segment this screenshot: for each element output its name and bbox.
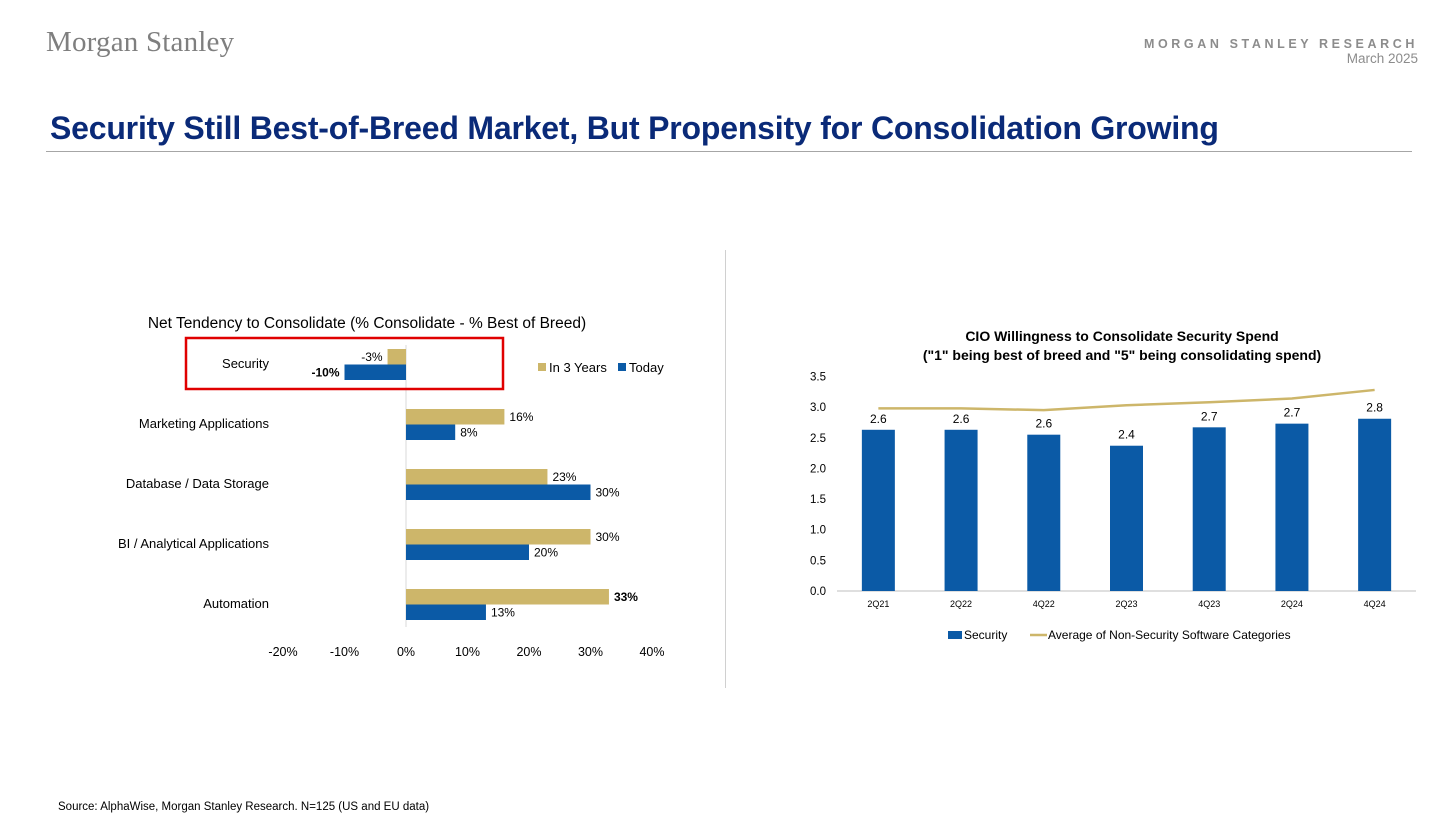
data-label-security-4q22: 2.6 (1035, 417, 1052, 431)
y-tick-2-0: 2.0 (810, 463, 826, 475)
bar-security-4q22 (1027, 434, 1061, 591)
legend-label-non-security-average: Average of Non-Security Software Categor… (1048, 628, 1291, 642)
bar-today-automation (406, 604, 486, 620)
line-non-security-average (878, 388, 1375, 412)
bar-today-database-data-storage (406, 484, 591, 500)
x-tick-20: -20% (268, 645, 297, 659)
data-label-security-4q24: 2.8 (1366, 401, 1383, 415)
bar-security-2q23 (1110, 445, 1143, 591)
category-label-automation: Automation (203, 596, 269, 611)
data-label-in-3-years-database-data-storage: 23% (552, 470, 576, 484)
title-divider (46, 151, 1412, 152)
x-tick-20: 20% (516, 645, 541, 659)
legend-swatch-today (618, 363, 626, 371)
x-tick-2q21: 2Q21 (867, 599, 889, 609)
data-label-in-3-years-bi-analytical-applications: 30% (596, 530, 620, 544)
x-tick-10: -10% (330, 645, 359, 659)
y-tick-1-5: 1.5 (810, 494, 826, 506)
data-label-security-2q22: 2.6 (953, 412, 970, 426)
x-tick-40: 40% (639, 645, 664, 659)
bar-in-3-years-security (387, 349, 406, 365)
data-label-in-3-years-automation: 33% (614, 590, 638, 604)
y-tick-1-0: 1.0 (810, 525, 826, 537)
bar-today-security (344, 364, 406, 380)
x-tick-30: 30% (578, 645, 603, 659)
bar-in-3-years-database-data-storage (406, 469, 548, 485)
y-tick-2-5: 2.5 (810, 433, 826, 445)
bar-today-marketing-applications (406, 424, 456, 440)
bar-in-3-years-automation (406, 589, 609, 605)
legend-swatch-in-3-years (538, 363, 546, 371)
data-label-security-4q23: 2.7 (1201, 409, 1218, 423)
page-title: Security Still Best-of-Breed Market, But… (50, 110, 1219, 146)
bar-in-3-years-marketing-applications (406, 409, 505, 425)
x-tick-2q23: 2Q23 (1115, 599, 1137, 609)
x-tick-4q23: 4Q23 (1198, 599, 1220, 609)
legend-label-security: Security (964, 628, 1007, 642)
security-highlight-box (184, 336, 505, 391)
bar-today-bi-analytical-applications (406, 544, 529, 560)
data-label-today-security: -10% (311, 366, 339, 380)
data-label-today-automation: 13% (491, 606, 515, 620)
legend-label-today: Today (629, 360, 664, 375)
bar-security-2q22 (944, 429, 978, 591)
brand-header: MORGAN STANLEY RESEARCH March 2025 (1144, 37, 1418, 66)
data-label-security-2q23: 2.4 (1118, 428, 1135, 442)
data-label-security-2q21: 2.6 (870, 412, 887, 426)
y-tick-3-5: 3.5 (810, 371, 826, 383)
x-tick-0: 0% (397, 645, 415, 659)
brand-research-label: MORGAN STANLEY RESEARCH (1143, 37, 1418, 51)
x-tick-4q24: 4Q24 (1364, 599, 1386, 609)
category-label-database-data-storage: Database / Data Storage (126, 476, 269, 491)
legend-swatch-security (948, 631, 962, 639)
x-tick-10: 10% (455, 645, 480, 659)
morgan-stanley-logo: Morgan Stanley (46, 26, 235, 58)
y-tick-0-5: 0.5 (810, 555, 826, 567)
bar-security-2q21 (861, 429, 895, 591)
bar-security-2q24 (1275, 423, 1309, 591)
category-label-marketing-applications: Marketing Applications (139, 416, 270, 431)
x-tick-2q24: 2Q24 (1281, 599, 1303, 609)
source-note: Source: AlphaWise, Morgan Stanley Resear… (58, 801, 430, 813)
category-label-security: Security (222, 356, 269, 371)
bar-security-4q23 (1192, 427, 1226, 591)
chart-divider (725, 250, 726, 688)
legend-label-in-3-years: In 3 Years (549, 360, 607, 375)
chart-title: CIO Willingness to Consolidate Security … (965, 328, 1278, 344)
data-label-in-3-years-marketing-applications: 16% (509, 410, 533, 424)
data-label-today-bi-analytical-applications: 20% (534, 546, 558, 560)
data-label-in-3-years-security: -3% (361, 350, 383, 364)
chart-subtitle: ("1" being best of breed and "5" being c… (923, 347, 1321, 363)
data-label-security-2q24: 2.7 (1284, 406, 1301, 420)
category-label-bi-analytical-applications: BI / Analytical Applications (118, 536, 270, 551)
cio-willingness-chart: CIO Willingness to Consolidate Security … (810, 328, 1416, 642)
consolidation-tendency-chart: Net Tendency to Consolidate (% Consolida… (118, 315, 665, 659)
chart-title: Net Tendency to Consolidate (% Consolida… (148, 315, 586, 332)
y-tick-3-0: 3.0 (810, 402, 826, 414)
x-tick-2q22: 2Q22 (950, 599, 972, 609)
y-tick-0-0: 0.0 (810, 586, 826, 598)
bar-in-3-years-bi-analytical-applications (406, 529, 591, 545)
report-date: March 2025 (1346, 51, 1418, 66)
data-label-today-database-data-storage: 30% (596, 486, 620, 500)
data-label-today-marketing-applications: 8% (460, 426, 478, 440)
bar-security-4q24 (1358, 418, 1392, 591)
x-tick-4q22: 4Q22 (1033, 599, 1055, 609)
